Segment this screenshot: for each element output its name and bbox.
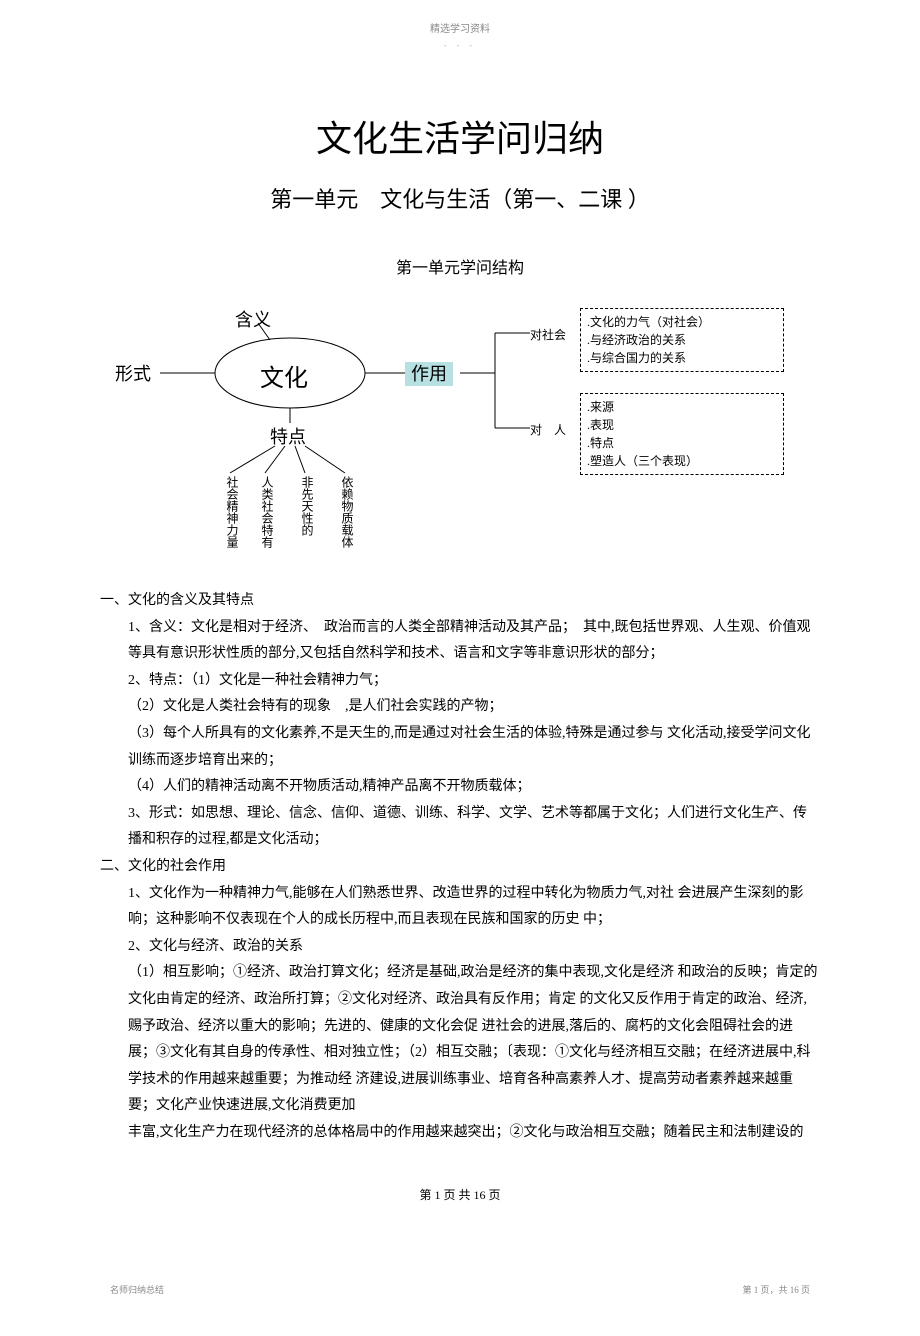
node-zuoyong-text: 作用: [405, 362, 453, 386]
header-top: 精选学习资料: [100, 20, 820, 35]
para-5: （4）人们的精神活动离不开物质活动,精神产品离不开物质载体；: [100, 774, 820, 801]
heading-1: 一、文化的含义及其特点: [100, 588, 820, 615]
page-container: 精选学习资料 - - - 文化生活学问归纳 第一单元 文化与生活（第一、二课 ）…: [0, 0, 920, 1336]
node-zuoyong: 作用: [405, 360, 453, 386]
para-9: （1）相互影响；①经济、政治打算文化；经济是基础,政治是经济的集中表现,文化是经…: [100, 960, 820, 1120]
vlabel-1: 社会精神力量: [224, 476, 241, 548]
para-7: 1、文化作为一种精神力气,能够在人们熟悉世界、改造世界的过程中转化为物质力气,对…: [100, 881, 820, 934]
box2-l1: .来源: [587, 398, 777, 416]
node-hanyi: 含义: [235, 306, 271, 332]
node-xingshi: 形式: [115, 360, 151, 386]
box1-l2: .与经济政治的关系: [587, 331, 777, 349]
body-text: 一、文化的含义及其特点 1、含义：文化是相对于经济、 政治而言的人类全部精神活动…: [100, 588, 820, 1146]
node-wenhua: 文化: [260, 358, 308, 393]
box1-l3: .与综合国力的关系: [587, 349, 777, 367]
vlabel-3: 非先天性的: [299, 476, 316, 536]
box2-l4: .塑造人（三个表现）: [587, 452, 777, 470]
concept-diagram: 含义 形式 文化 作用 特点 对社会 对 人 .文化的力气（对社会） .与经济政…: [100, 298, 820, 558]
box-person: .来源 .表现 .特点 .塑造人（三个表现）: [580, 393, 784, 475]
box2-l3: .特点: [587, 434, 777, 452]
box-society: .文化的力气（对社会） .与经济政治的关系 .与综合国力的关系: [580, 308, 784, 372]
heading-2: 二、文化的社会作用: [100, 854, 820, 881]
label-dui-ren: 对 人: [530, 421, 566, 438]
header-sub: - - -: [100, 41, 820, 50]
label-dui-shehui: 对社会: [530, 326, 566, 343]
title-sub: 第一单元 文化与生活（第一、二课 ）: [100, 182, 820, 214]
para-10: 丰富,文化生产力在现代经济的总体格局中的作用越来越突出；②文化与政治相互交融；随…: [100, 1120, 820, 1147]
footer-right: 第 1 页，共 16 页: [742, 1283, 810, 1296]
box2-l2: .表现: [587, 416, 777, 434]
para-1: 1、含义：文化是相对于经济、 政治而言的人类全部精神活动及其产品； 其中,既包括…: [100, 615, 820, 668]
title-main: 文化生活学问归纳: [100, 110, 820, 162]
para-8: 2、文化与经济、政治的关系: [100, 934, 820, 961]
title-section: 第一单元学问结构: [100, 254, 820, 278]
para-4: （3）每个人所具有的文化素养,不是天生的,而是通过对社会生活的体验,特殊是通过参…: [100, 721, 820, 774]
para-2: 2、特点：（1）文化是一种社会精神力气；: [100, 668, 820, 695]
box1-l1: .文化的力气（对社会）: [587, 313, 777, 331]
node-tedian: 特点: [270, 423, 306, 449]
footer-left: 名师归纳总结: [110, 1283, 164, 1296]
vlabel-2: 人类社会特有: [259, 476, 276, 548]
vlabel-4: 依赖物质载体: [339, 476, 356, 548]
para-6: 3、形式：如思想、理论、信念、信仰、道德、训练、科学、文学、艺术等都属于文化；人…: [100, 801, 820, 854]
footer-page-number: 第 1 页 共 16 页: [100, 1186, 820, 1203]
footer-bottom: 名师归纳总结 第 1 页，共 16 页: [100, 1283, 820, 1296]
para-3: （2）文化是人类社会特有的现象 ,是人们社会实践的产物；: [100, 694, 820, 721]
